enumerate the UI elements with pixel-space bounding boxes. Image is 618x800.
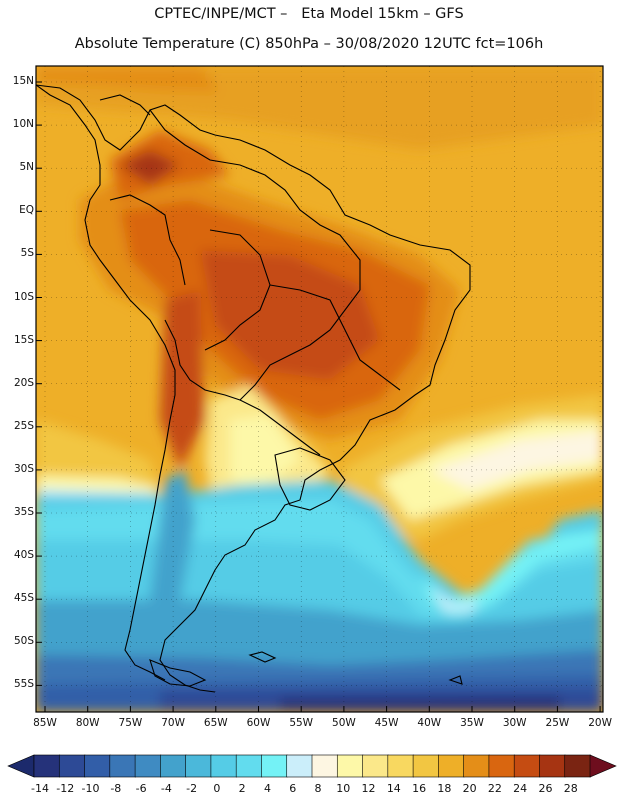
lon-label: 60W	[246, 717, 271, 729]
lat-label: 55S	[13, 678, 34, 691]
lon-label: 50W	[332, 717, 356, 729]
lat-label: 10S	[13, 290, 34, 303]
colorbar-label: 12	[361, 782, 376, 795]
lon-label: 80W	[75, 717, 100, 729]
colorbar-label: 8	[314, 782, 322, 795]
colorbar-swatch	[564, 754, 591, 778]
map-title: CPTEC/INPE/MCT – Eta Model 15km – GFS	[154, 6, 464, 22]
lat-label: 5N	[19, 161, 34, 174]
lat-label: 45S	[13, 592, 34, 605]
colorbar-swatch	[488, 754, 515, 778]
lat-label: 35S	[13, 506, 34, 518]
colorbar-label: -2	[186, 782, 198, 795]
colorbar-swatch	[463, 754, 490, 778]
lat-label: 10N	[12, 118, 34, 131]
colorbar-min-arrow-icon	[7, 754, 35, 778]
colorbar-swatch	[58, 754, 86, 778]
lon-label: 20W	[588, 717, 612, 729]
lat-label: 50S	[13, 635, 34, 648]
lat-label: 25S	[13, 419, 34, 432]
lon-label: 65W	[203, 717, 228, 729]
colorbar-swatch	[261, 754, 288, 778]
colorbar-label: 16	[412, 782, 427, 795]
lat-label: 20S	[13, 376, 34, 389]
lat-label: 30S	[13, 462, 34, 475]
colorbar-swatch	[160, 754, 187, 778]
lat-label: 15N	[12, 75, 34, 87]
colorbar-swatch	[362, 754, 389, 778]
colorbar-label: 6	[289, 782, 297, 795]
colorbar-label: 24	[513, 782, 528, 795]
lon-label: 35W	[460, 717, 484, 729]
colorbar-label: -6	[135, 782, 147, 795]
colorbar-label: 22	[487, 782, 502, 795]
colorbar-swatch	[387, 754, 414, 778]
lon-label: 85W	[33, 717, 57, 729]
colorbar-swatch	[235, 754, 263, 778]
colorbar-label: -10	[81, 782, 100, 795]
colorbar-swatch	[412, 754, 440, 778]
colorbar-swatch	[33, 754, 61, 778]
colorbar-label: -4	[160, 782, 172, 795]
colorbar-label: 10	[336, 782, 351, 795]
colorbar-swatch	[210, 754, 237, 778]
coastline	[36, 84, 471, 693]
lon-label: 45W	[374, 717, 399, 729]
colorbar-label: 18	[437, 782, 452, 795]
lon-label: 30W	[502, 717, 527, 729]
lat-label: EQ	[19, 204, 34, 217]
colorbar-swatch	[109, 754, 136, 778]
colorbar-swatch	[286, 754, 313, 778]
colorbar-label: -12	[56, 782, 75, 795]
lat-label: 5S	[20, 247, 34, 260]
colorbar-label: 14	[386, 782, 401, 795]
colorbar-label: -14	[31, 782, 49, 795]
lon-label: 40W	[417, 717, 442, 729]
lat-label: 15S	[13, 333, 34, 346]
colorbar-swatch	[513, 754, 541, 778]
lon-label: 55W	[289, 717, 314, 729]
colorbar	[7, 754, 617, 778]
map-subtitle: Absolute Temperature (C) 850hPa – 30/08/…	[74, 36, 544, 52]
colorbar-label: 0	[213, 782, 221, 795]
colorbar-max-arrow-icon	[589, 754, 617, 778]
colorbar-swatch	[134, 754, 162, 778]
colorbar-swatch	[438, 754, 465, 778]
colorbar-label: -8	[110, 782, 122, 795]
colorbar-label: 20	[462, 782, 477, 795]
lat-label: 40S	[13, 549, 34, 562]
colorbar-swatch	[185, 754, 212, 778]
colorbar-label: 4	[263, 782, 271, 795]
colorbar-swatch	[336, 754, 364, 778]
colorbar-label: 28	[563, 782, 578, 795]
lon-label: 75W	[118, 717, 143, 729]
lon-label: 70W	[161, 717, 185, 729]
temperature-field	[36, 66, 603, 712]
colorbar-label: 2	[238, 782, 246, 795]
colorbar-swatch	[84, 754, 111, 778]
colorbar-swatch	[311, 754, 339, 778]
colorbar-label: 26	[538, 782, 553, 795]
map-frame	[35, 65, 604, 713]
colorbar-swatch	[539, 754, 566, 778]
lon-label: 25W	[545, 717, 570, 729]
